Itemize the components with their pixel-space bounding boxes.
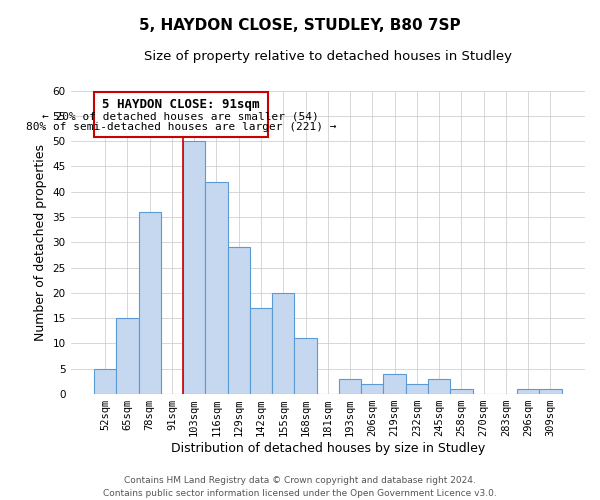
Text: ← 20% of detached houses are smaller (54): ← 20% of detached houses are smaller (54… <box>43 112 319 122</box>
Bar <box>517 389 539 394</box>
Bar <box>383 374 406 394</box>
Bar <box>339 379 361 394</box>
Bar <box>250 308 272 394</box>
Bar <box>183 141 205 394</box>
Bar <box>227 248 250 394</box>
Bar <box>406 384 428 394</box>
FancyBboxPatch shape <box>94 92 268 137</box>
Bar <box>450 389 473 394</box>
Bar <box>539 389 562 394</box>
Bar <box>139 212 161 394</box>
Bar <box>205 182 227 394</box>
Bar <box>272 293 295 394</box>
Bar <box>361 384 383 394</box>
X-axis label: Distribution of detached houses by size in Studley: Distribution of detached houses by size … <box>170 442 485 455</box>
Text: 5, HAYDON CLOSE, STUDLEY, B80 7SP: 5, HAYDON CLOSE, STUDLEY, B80 7SP <box>139 18 461 32</box>
Title: Size of property relative to detached houses in Studley: Size of property relative to detached ho… <box>144 50 512 63</box>
Bar <box>428 379 450 394</box>
Bar <box>94 369 116 394</box>
Text: 80% of semi-detached houses are larger (221) →: 80% of semi-detached houses are larger (… <box>26 122 336 132</box>
Y-axis label: Number of detached properties: Number of detached properties <box>34 144 47 341</box>
Bar <box>295 338 317 394</box>
Text: 5 HAYDON CLOSE: 91sqm: 5 HAYDON CLOSE: 91sqm <box>102 98 260 111</box>
Text: Contains HM Land Registry data © Crown copyright and database right 2024.
Contai: Contains HM Land Registry data © Crown c… <box>103 476 497 498</box>
Bar <box>116 318 139 394</box>
